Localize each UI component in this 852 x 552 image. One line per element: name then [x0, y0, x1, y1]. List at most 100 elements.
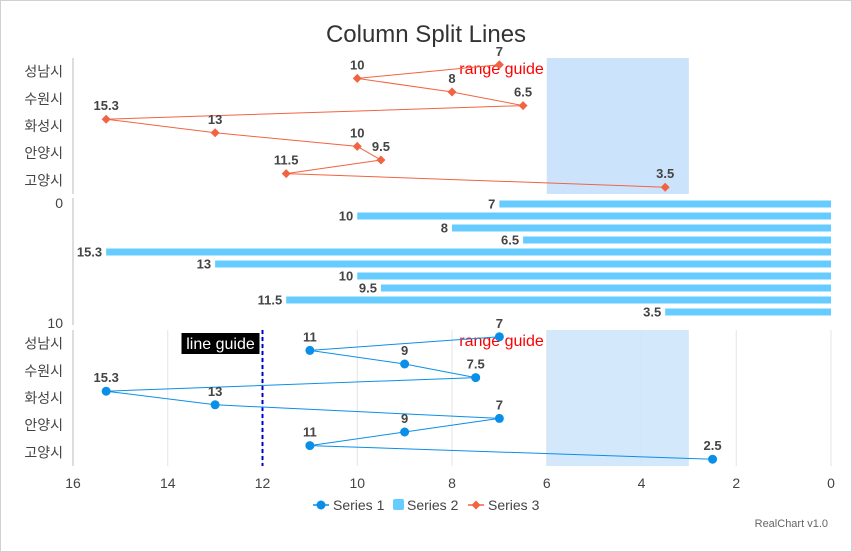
- series-3-point: [101, 114, 111, 124]
- series-2-data-label: 11.5: [258, 293, 283, 308]
- series-2-data-label: 10: [339, 209, 353, 224]
- middle-axis-tick: 10: [47, 315, 63, 331]
- legend-label: Series 3: [488, 497, 540, 513]
- legend-item-series-1[interactable]: Series 1: [313, 497, 385, 513]
- series-1-point: [400, 359, 410, 369]
- series-2-bar: [357, 212, 831, 220]
- series-2-data-label: 7: [488, 197, 495, 212]
- top-category-label: 안양시: [24, 146, 63, 162]
- series-3-point: [660, 182, 670, 192]
- series-3-data-label: 8: [448, 71, 455, 86]
- range-guides: range guide range guide line guide: [181, 58, 689, 466]
- legend-marker-square: [393, 499, 404, 510]
- series-1-data-label: 15.3: [94, 370, 119, 385]
- bottom-category-label: 화성시: [24, 391, 63, 407]
- x-axis-tick-label: 12: [255, 475, 271, 491]
- series-3-point: [281, 169, 291, 179]
- series-2-data-label: 13: [197, 257, 211, 272]
- series-2-bar: [357, 272, 831, 280]
- bottom-range-guide-band: [546, 330, 689, 466]
- top-category-label: 고양시: [24, 173, 63, 189]
- series-3-data-label: 6.5: [514, 85, 532, 100]
- series-3-data-label: 9.5: [372, 139, 390, 154]
- series-3-data-label: 3.5: [656, 166, 674, 181]
- series-1-point: [494, 332, 504, 342]
- x-axis-tick-label: 16: [65, 475, 81, 491]
- series-2-data-label: 6.5: [501, 233, 519, 248]
- series-1-point: [471, 373, 481, 383]
- legend-item-series-3[interactable]: Series 3: [468, 497, 540, 513]
- series-2-data-label: 9.5: [359, 281, 377, 296]
- x-axis-tick-label: 4: [638, 475, 646, 491]
- series-3-data-label: 10: [350, 57, 364, 72]
- series-1-point: [305, 345, 315, 355]
- series-3-data-label: 15.3: [94, 98, 119, 113]
- legend-label: Series 1: [333, 497, 385, 513]
- series-3-point: [210, 128, 220, 138]
- chart-title: Column Split Lines: [326, 21, 526, 48]
- series-2-bar: [286, 296, 831, 304]
- x-axis-tick-label: 2: [732, 475, 740, 491]
- series-2-bar: [380, 284, 831, 292]
- x-axis-tick-label: 0: [827, 475, 835, 491]
- series-2: 7 10 8 6.5 15.3 13 10 9.5 11.5 3.5: [77, 197, 832, 320]
- series-3: 7 10 8 6.5 15.3 13 10 9.5 11.5 3.5: [94, 44, 674, 192]
- legend-item-series-2[interactable]: Series 2: [393, 497, 459, 513]
- series-3-data-label: 11.5: [274, 153, 299, 168]
- series-3-point: [352, 141, 362, 151]
- series-1-point: [101, 386, 111, 396]
- x-axis-tick-label: 6: [543, 475, 551, 491]
- line-guide-label-box: [181, 333, 260, 354]
- series-3-point: [518, 101, 528, 111]
- series-1-point: [210, 400, 220, 410]
- series-2-data-label: 8: [441, 221, 448, 236]
- series-1-data-label: 2.5: [704, 438, 722, 453]
- series-1-point: [708, 454, 718, 464]
- legend-label: Series 2: [407, 497, 459, 513]
- series-2-bar: [523, 236, 831, 244]
- bottom-category-label: 수원시: [24, 364, 63, 380]
- series-3-point: [447, 87, 457, 97]
- legend-marker-diamond: [471, 500, 481, 510]
- series-1-data-label: 11: [303, 425, 317, 440]
- series-1-data-label: 9: [401, 411, 408, 426]
- series-3-point: [376, 155, 386, 165]
- top-category-label: 화성시: [24, 119, 63, 135]
- series-3-point: [352, 73, 362, 83]
- series-3-line: [106, 64, 666, 188]
- series-1-data-label: 13: [208, 384, 222, 399]
- x-axis-tick-label: 14: [160, 475, 176, 491]
- series-1-point: [494, 413, 504, 423]
- top-category-label: 수원시: [24, 92, 63, 108]
- bottom-category-label: 안양시: [24, 418, 63, 434]
- series-1-point: [305, 441, 315, 451]
- top-range-guide-label: range guide: [459, 61, 544, 78]
- top-range-guide-band: [546, 58, 689, 194]
- series-3-data-label: 10: [350, 125, 364, 140]
- series-1-data-label: 11: [303, 329, 317, 344]
- series-2-bar: [665, 308, 831, 316]
- chart-credit: RealChart v1.0: [755, 518, 828, 530]
- bottom-category-label: 고양시: [24, 445, 63, 461]
- bottom-range-guide-label: range guide: [459, 333, 544, 350]
- x-axis-tick-label: 10: [349, 475, 365, 491]
- series-1-line: [106, 336, 713, 460]
- legend[interactable]: Series 1 Series 2 Series 3: [313, 497, 540, 513]
- series-2-bar: [499, 200, 831, 208]
- top-category-label: 성남시: [24, 65, 63, 81]
- series-2-bar: [452, 224, 831, 232]
- line-guide-label: line guide: [186, 336, 255, 353]
- series-2-data-label: 10: [339, 269, 353, 284]
- legend-marker-circle: [316, 500, 326, 510]
- series-1-data-label: 7.5: [467, 357, 485, 372]
- series-3-data-label: 13: [208, 112, 222, 127]
- series-1: 7 11 9 7.5 15.3 13 7 9 11 2.5: [94, 316, 722, 464]
- bottom-category-label: 성남시: [24, 337, 63, 353]
- series-1-point: [400, 427, 410, 437]
- series-2-bar: [215, 260, 831, 268]
- series-2-data-label: 15.3: [77, 245, 102, 260]
- middle-axis-tick: 0: [55, 195, 63, 211]
- series-1-data-label: 7: [496, 397, 503, 412]
